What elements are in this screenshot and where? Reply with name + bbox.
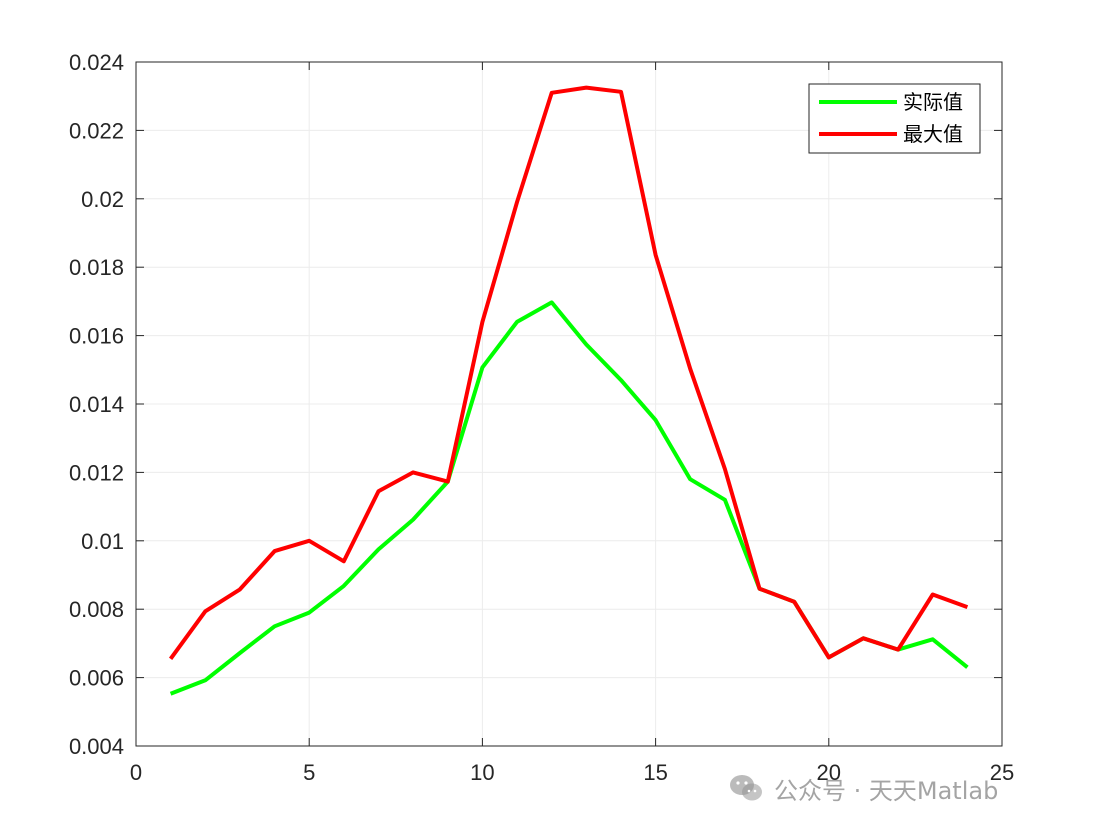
y-tick-label: 0.004 (69, 734, 124, 759)
watermark: 公众号 · 天天Matlab (728, 768, 998, 808)
x-tick-label: 15 (643, 760, 667, 785)
x-tick-label: 20 (817, 760, 841, 785)
x-tick-label: 0 (130, 760, 142, 785)
y-tick-label: 0.018 (69, 255, 124, 280)
y-tick-label: 0.012 (69, 460, 124, 485)
y-tick-label: 0.024 (69, 50, 124, 75)
legend-box (808, 83, 981, 154)
series-lines (168, 85, 969, 696)
y-tick-label: 0.016 (69, 324, 124, 349)
y-tick-label: 0.006 (69, 666, 124, 691)
y-tick-label: 0.008 (69, 597, 124, 622)
y-tick-label: 0.014 (69, 392, 124, 417)
y-tick-label: 0.02 (81, 187, 124, 212)
x-tick-label: 25 (990, 760, 1014, 785)
y-tick-label: 0.022 (69, 118, 124, 143)
ticks: 0 5 10 15 20 25 0.004 0.006 0.008 0.01 0.012 0.014 0… (69, 50, 1014, 785)
wechat-icon (730, 775, 762, 801)
series-line-2 (168, 85, 969, 660)
legend-label: 实际值 (903, 90, 963, 114)
x-tick-label: 10 (470, 760, 494, 785)
grid (135, 61, 1003, 747)
y-tick-label: 0.01 (81, 529, 124, 554)
x-tick-label: 5 (303, 760, 315, 785)
legend-label: 最大值 (903, 122, 963, 146)
watermark-text: 公众号 · 天天Matlab (774, 776, 999, 805)
